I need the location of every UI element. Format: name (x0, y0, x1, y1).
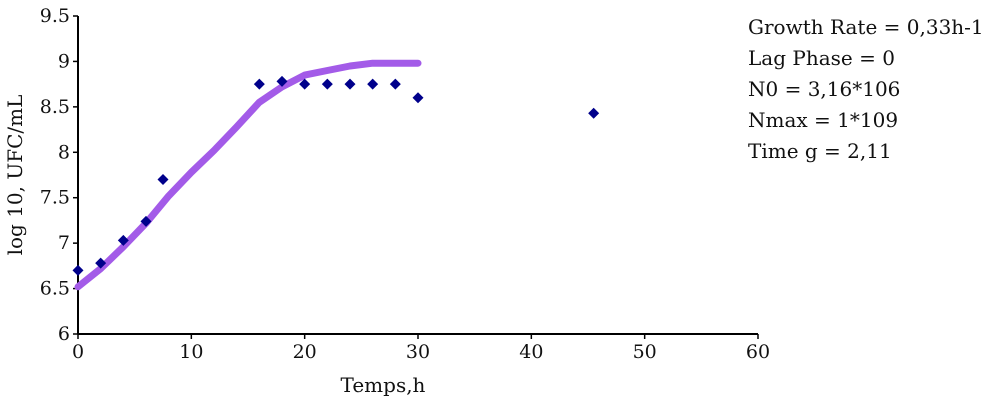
y-tick-label: 8 (58, 141, 70, 163)
x-tick-label: 20 (293, 341, 317, 363)
data-point (367, 78, 379, 90)
x-tick-label: 0 (72, 341, 84, 363)
data-point (389, 78, 401, 90)
x-tick-label: 40 (519, 341, 543, 363)
y-tick-label: 8.5 (40, 96, 70, 118)
model-fit-line (74, 59, 422, 291)
series-layer (74, 59, 422, 291)
data-point (157, 174, 169, 186)
annotation-text: Nmax = 1*109 (748, 108, 898, 132)
y-axis-title: log 10, UFC/mL (3, 95, 27, 256)
y-tick-label: 7 (58, 232, 70, 254)
y-tick-label: 9.5 (40, 5, 70, 27)
annotation-text: Time g = 2,11 (748, 139, 892, 163)
data-point (253, 78, 265, 90)
data-point (117, 234, 129, 246)
points-layer (72, 75, 600, 276)
data-point (95, 257, 107, 269)
data-point (299, 78, 311, 90)
annotation-text: Lag Phase = 0 (748, 46, 895, 70)
annotation-text: Growth Rate = 0,33h-1 (748, 15, 984, 39)
data-point (140, 215, 152, 227)
x-tick-label: 60 (746, 341, 770, 363)
y-tick-label: 6 (58, 323, 70, 345)
x-tick-label: 10 (179, 341, 203, 363)
annotations: Growth Rate = 0,33h-1 Lag Phase = 0 N0 = 3… (748, 15, 984, 163)
data-point (412, 92, 424, 104)
x-tick-labels: 0 10 20 30 40 50 60 (72, 334, 770, 363)
x-tick-label: 50 (633, 341, 657, 363)
data-point (588, 107, 600, 119)
x-tick-label: 30 (406, 341, 430, 363)
y-tick-label: 7.5 (40, 187, 70, 209)
annotation-text: N0 = 3,16*106 (748, 77, 900, 101)
data-point (344, 78, 356, 90)
data-point (321, 78, 333, 90)
x-axis-title: Temps,h (341, 373, 426, 397)
y-tick-label: 6.5 (40, 278, 70, 300)
y-tick-label: 9 (58, 50, 70, 72)
y-tick-labels: 6 6.5 7 7.5 8 8.5 9 9.5 (40, 5, 78, 345)
data-point (276, 75, 288, 87)
data-point (72, 264, 84, 276)
